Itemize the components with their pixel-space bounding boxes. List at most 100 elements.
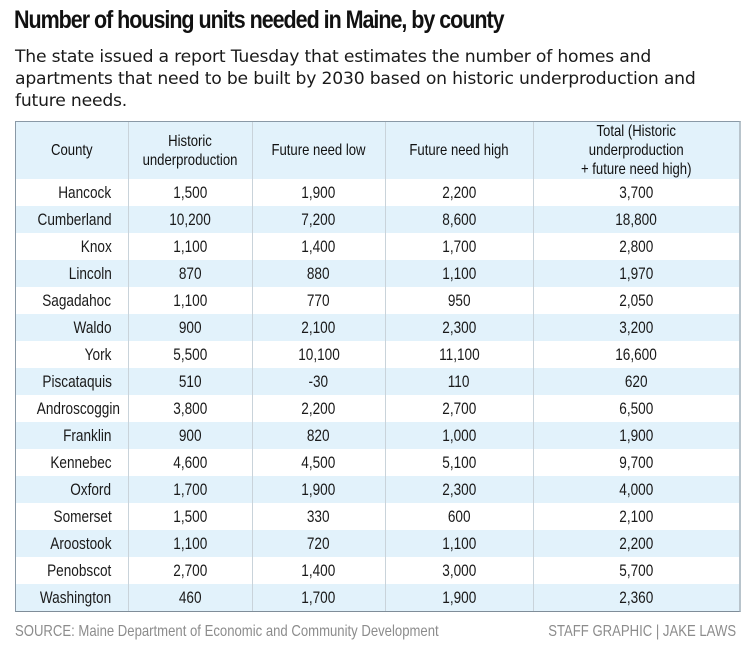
housing-table: County Historic underproduction Future need… <box>15 121 741 612</box>
header-line: Historic <box>168 132 212 150</box>
cell-value: 1,900 <box>301 182 336 202</box>
column-header-label: Future need high <box>409 141 508 160</box>
cell-value: 1,900 <box>301 479 336 499</box>
cell-historic-underproduction: 1,100 <box>127 530 252 557</box>
cell-value: 5,700 <box>619 560 654 580</box>
cell-county: Aroostook <box>16 530 128 557</box>
cell-future-need-low: 720 <box>251 530 385 557</box>
table-row: Somerset 1,500 330 600 2,100 <box>16 503 739 530</box>
cell-historic-underproduction: 1,500 <box>127 179 252 206</box>
cell-value: York <box>84 344 112 364</box>
cell-historic-underproduction: 900 <box>127 314 252 341</box>
cell-value: 2,360 <box>619 587 654 607</box>
cell-value: 1,700 <box>301 587 336 607</box>
cell-future-need-low: 2,200 <box>251 395 385 422</box>
cell-total: 2,050 <box>532 287 739 314</box>
cell-value: 3,700 <box>619 182 654 202</box>
cell-value: Androscoggin <box>36 398 120 418</box>
cell-value: 6,500 <box>619 398 654 418</box>
cell-value: 460 <box>178 587 202 607</box>
cell-value: Cumberland <box>37 209 112 229</box>
cell-historic-underproduction: 2,700 <box>127 557 252 584</box>
cell-value: 18,800 <box>615 209 658 229</box>
cell-future-need-high: 1,100 <box>384 260 533 287</box>
cell-county: Piscataquis <box>16 368 128 395</box>
table-row: Cumberland 10,200 7,200 8,600 18,800 <box>16 206 739 233</box>
table-row: Penobscot 2,700 1,400 3,000 5,700 <box>16 557 739 584</box>
cell-value: Lincoln <box>68 263 112 283</box>
cell-historic-underproduction: 4,600 <box>127 449 252 476</box>
table-row: Knox 1,100 1,400 1,700 2,800 <box>16 233 739 260</box>
cell-future-need-high: 950 <box>384 287 533 314</box>
cell-value: 2,050 <box>619 290 654 310</box>
cell-county: Sagadahoc <box>16 287 128 314</box>
cell-future-need-high: 1,100 <box>384 530 533 557</box>
cell-value: 1,100 <box>172 236 208 256</box>
cell-total: 6,500 <box>532 395 739 422</box>
cell-value: 950 <box>447 290 471 310</box>
table-row: Washington 460 1,700 1,900 2,360 <box>16 584 739 611</box>
cell-county: Hancock <box>16 179 128 206</box>
cell-value: 2,200 <box>619 533 654 553</box>
cell-value: 4,600 <box>172 452 208 472</box>
cell-value: 5,500 <box>172 344 208 364</box>
cell-historic-underproduction: 1,100 <box>127 287 252 314</box>
header-line: County <box>51 142 93 159</box>
header-line: + future need high) <box>580 161 692 178</box>
header-line: Total (Historic underproduction <box>588 123 684 159</box>
cell-value: 620 <box>624 371 648 391</box>
cell-value: 900 <box>178 425 202 445</box>
cell-value: Waldo <box>73 317 112 337</box>
cell-county: Lincoln <box>16 260 128 287</box>
cell-future-need-low: 1,900 <box>251 179 385 206</box>
cell-county: Franklin <box>16 422 128 449</box>
cell-historic-underproduction: 5,500 <box>127 341 252 368</box>
table-row: Aroostook 1,100 720 1,100 2,200 <box>16 530 739 557</box>
column-header-label: Historic underproduction <box>143 132 238 170</box>
cell-county: Knox <box>16 233 128 260</box>
cell-value: 330 <box>307 506 330 526</box>
cell-value: 1,100 <box>172 533 208 553</box>
cell-value: Aroostook <box>50 533 112 553</box>
cell-total: 3,200 <box>532 314 739 341</box>
cell-total: 18,800 <box>532 206 739 233</box>
cell-total: 2,100 <box>532 503 739 530</box>
cell-total: 2,800 <box>532 233 739 260</box>
cell-value: 1,900 <box>619 425 654 445</box>
table-row: Sagadahoc 1,100 770 950 2,050 <box>16 287 739 314</box>
cell-total: 3,700 <box>532 179 739 206</box>
cell-future-need-high: 2,700 <box>384 395 533 422</box>
cell-value: 1,000 <box>441 425 477 445</box>
page-title: Number of housing units needed in Maine,… <box>14 6 505 34</box>
cell-value: Kennebec <box>50 452 112 472</box>
cell-future-need-high: 2,300 <box>384 314 533 341</box>
cell-future-need-high: 2,300 <box>384 476 533 503</box>
column-header-label: Total (Historic underproduction + future … <box>552 122 721 179</box>
cell-value: 3,000 <box>441 560 477 580</box>
cell-future-need-high: 8,600 <box>384 206 533 233</box>
header-line: Future need low <box>271 142 366 159</box>
cell-value: 1,970 <box>619 263 654 283</box>
table-row: Franklin 900 820 1,000 1,900 <box>16 422 739 449</box>
cell-historic-underproduction: 1,700 <box>127 476 252 503</box>
cell-total: 9,700 <box>532 449 739 476</box>
cell-value: 16,600 <box>615 344 658 364</box>
cell-county: Oxford <box>16 476 128 503</box>
cell-historic-underproduction: 10,200 <box>127 206 252 233</box>
table-row: Kennebec 4,600 4,500 5,100 9,700 <box>16 449 739 476</box>
cell-future-need-high: 110 <box>384 368 533 395</box>
table-row: York 5,500 10,100 11,100 16,600 <box>16 341 739 368</box>
cell-value: 2,300 <box>441 317 477 337</box>
cell-future-need-low: 880 <box>251 260 385 287</box>
cell-value: Washington <box>40 587 112 607</box>
cell-historic-underproduction: 3,800 <box>127 395 252 422</box>
cell-value: 1,100 <box>441 533 477 553</box>
cell-value: 1,400 <box>301 236 336 256</box>
cell-value: 1,700 <box>172 479 208 499</box>
cell-future-need-low: 330 <box>251 503 385 530</box>
table-body: Hancock 1,500 1,900 2,200 3,700 Cumberland 10,… <box>16 179 739 611</box>
cell-value: Franklin <box>63 425 112 445</box>
cell-county: York <box>16 341 128 368</box>
cell-value: Piscataquis <box>41 371 112 391</box>
table-row: Oxford 1,700 1,900 2,300 4,000 <box>16 476 739 503</box>
